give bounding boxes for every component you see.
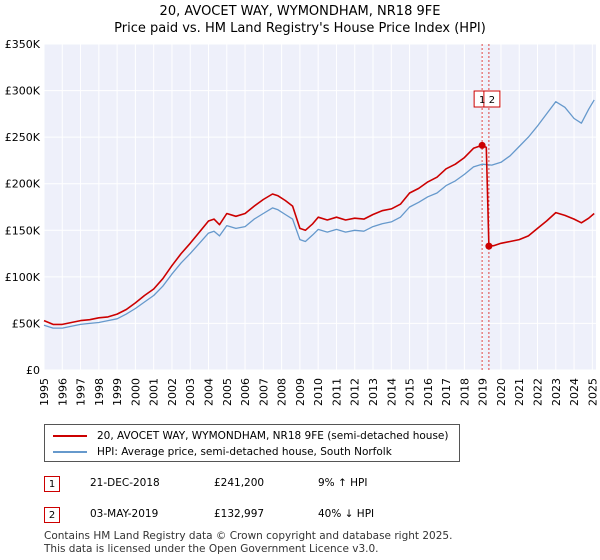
legend-label-property: 20, AVOCET WAY, WYMONDHAM, NR18 9FE (sem… [97, 430, 449, 442]
transaction-hpi-diff: 9% ↑ HPI [318, 477, 368, 489]
x-tick-label: 2007 [257, 378, 270, 406]
y-tick-label: £300K [5, 85, 41, 98]
x-tick-label: 2013 [367, 378, 380, 406]
series-line-property [43, 144, 595, 326]
x-tick-label: 2014 [385, 378, 398, 406]
x-tick-label: 2001 [148, 378, 161, 406]
x-tick-label: 1995 [38, 378, 51, 406]
x-tick-label: 2015 [404, 378, 417, 406]
sale-point-2 [485, 242, 493, 250]
x-tick-label: 1999 [111, 378, 124, 406]
x-tick-label: 1997 [75, 378, 88, 406]
x-tick-label: 2003 [184, 378, 197, 406]
x-tick-label: 2002 [166, 378, 179, 406]
transaction-date: 21-DEC-2018 [90, 477, 160, 489]
y-tick-label: £0 [26, 364, 40, 377]
x-tick-label: 2005 [221, 378, 234, 406]
chart-subtitle: Price paid vs. HM Land Registry's House … [114, 21, 486, 36]
annotation-label-2: 2 [489, 95, 495, 106]
x-tick-label: 2008 [276, 378, 289, 406]
y-tick-label: £150K [5, 224, 41, 237]
transaction-hpi-diff: 40% ↓ HPI [318, 508, 375, 520]
footer-copyright: Contains HM Land Registry data © Crown c… [44, 530, 453, 542]
legend-swatch-hpi [53, 451, 87, 453]
sale-point-1 [478, 141, 486, 149]
x-tick-label: 2025 [586, 378, 599, 406]
transaction-price: £132,997 [214, 508, 265, 520]
y-tick-label: £50K [12, 317, 41, 330]
transaction-row: 1 21-DEC-2018 £241,200 9% ↑ HPI [44, 476, 564, 496]
x-tick-label: 2019 [477, 378, 490, 406]
legend-item-property: 20, AVOCET WAY, WYMONDHAM, NR18 9FE (sem… [53, 428, 449, 444]
x-tick-label: 2012 [349, 378, 362, 406]
price-chart: £0 £50K £100K £150K £200K £250K £300K £350K 1995… [5, 38, 600, 406]
x-tick-label: 1996 [56, 378, 69, 406]
x-tick-label: 2022 [532, 378, 545, 406]
x-tick-label: 1998 [93, 378, 106, 406]
annotation-label-1: 1 [479, 95, 485, 106]
x-tick-label: 2004 [203, 378, 216, 406]
x-tick-label: 2006 [239, 378, 252, 406]
x-tick-label: 2011 [330, 378, 343, 406]
transaction-price: £241,200 [214, 477, 265, 489]
transaction-marker-badge: 1 [44, 476, 60, 492]
y-tick-label: £200K [5, 178, 41, 191]
x-tick-label: 2016 [422, 378, 435, 406]
legend-swatch-property [53, 435, 87, 437]
annotation-box-2 [483, 90, 501, 108]
chart-legend: 20, AVOCET WAY, WYMONDHAM, NR18 9FE (sem… [44, 424, 460, 462]
x-tick-label: 2021 [513, 378, 526, 406]
series-line-hpi [43, 99, 595, 329]
x-tick-label: 2024 [568, 378, 581, 406]
legend-item-hpi: HPI: Average price, semi-detached house,… [53, 444, 392, 460]
transaction-row: 2 03-MAY-2019 £132,997 40% ↓ HPI [44, 507, 564, 527]
x-tick-label: 2023 [550, 378, 563, 406]
x-tick-label: 2000 [129, 378, 142, 406]
x-tick-label: 2020 [495, 378, 508, 406]
x-tick-label: 2018 [458, 378, 471, 406]
x-tick-label: 2009 [294, 378, 307, 406]
plot-background [44, 44, 596, 370]
x-tick-label: 2017 [440, 378, 453, 406]
chart-title: 20, AVOCET WAY, WYMONDHAM, NR18 9FE [159, 4, 441, 19]
transaction-marker-badge: 2 [44, 507, 60, 523]
y-tick-label: £250K [5, 131, 41, 144]
x-tick-label: 2010 [312, 378, 325, 406]
y-tick-label: £100K [5, 271, 41, 284]
footer-licence: This data is licensed under the Open Gov… [44, 543, 379, 555]
transaction-date: 03-MAY-2019 [90, 508, 159, 520]
y-tick-label: £350K [5, 38, 41, 51]
legend-label-hpi: HPI: Average price, semi-detached house,… [97, 446, 392, 458]
